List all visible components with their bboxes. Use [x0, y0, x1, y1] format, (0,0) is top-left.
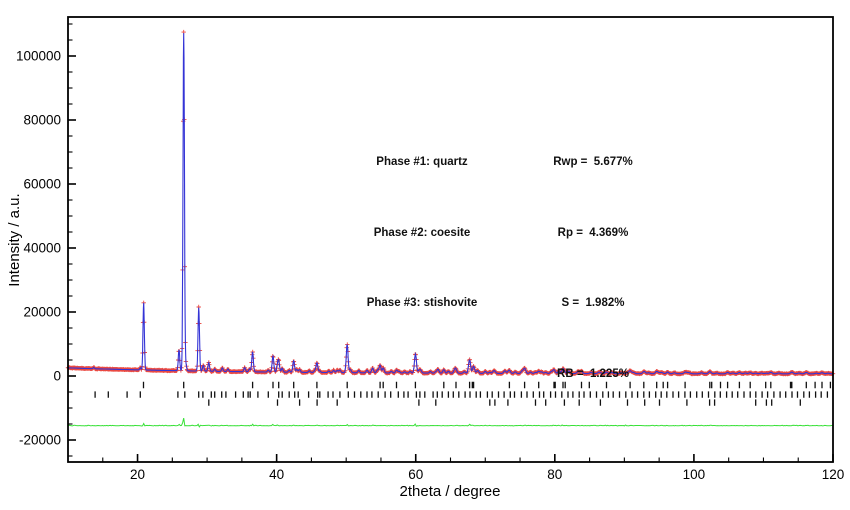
x-tick-label: 120: [822, 467, 845, 482]
x-tick-label: 100: [683, 467, 706, 482]
rb-value: RB = 1.225%: [557, 367, 629, 380]
y-tick-label: 40000: [23, 241, 61, 256]
bragg-ticks-coesite: [94, 391, 829, 398]
bragg-row-stishovite: [208, 399, 801, 406]
bragg-ticks-quartz: [142, 381, 832, 389]
calculated-line: [68, 33, 833, 375]
rwp-value: Rwp = 5.677%: [553, 156, 633, 168]
x-axis: 20 40 60 80 100 120: [102, 454, 845, 482]
rp-value: Rp = 4.369%: [557, 226, 629, 239]
y-axis: -20000 0 20000 40000 60000 80000 100000: [16, 23, 76, 457]
x-tick-label: 80: [547, 467, 562, 482]
y-tick-label: 100000: [16, 49, 61, 64]
x-axis-title: 2theta / degree: [399, 483, 501, 500]
phase-2-label: Phase #2: coesite: [373, 226, 471, 239]
y-axis-title: Intensity / a.u.: [6, 193, 23, 287]
phase-3-label: Phase #3: stishovite: [366, 297, 478, 309]
bragg-row-coesite: [94, 391, 829, 398]
x-tick-label: 60: [408, 467, 423, 482]
s-value: S = 1.982%: [561, 297, 625, 309]
y-tick-label: 20000: [23, 305, 61, 320]
refinement-r-values: Rwp = 5.677% Rp = 4.369% S = 1.982% RB =…: [553, 104, 633, 433]
bragg-ticks-stishovite: [208, 399, 801, 406]
phase-legend: Phase #1: quartz Phase #2: coesite Phase…: [367, 104, 478, 363]
x-tick-label: 40: [269, 467, 284, 482]
y-tick-label: 0: [53, 369, 61, 384]
y-tick-label: -20000: [19, 433, 61, 448]
x-tick-label: 20: [130, 467, 145, 482]
y-tick-label: 80000: [23, 113, 61, 128]
y-tick-label: 60000: [23, 177, 61, 192]
calculated-series: [68, 33, 833, 375]
difference-series: [67, 417, 833, 428]
difference-line: [67, 417, 833, 428]
bragg-row-quartz: [142, 381, 832, 389]
phase-1-label: Phase #1: quartz: [376, 156, 468, 168]
